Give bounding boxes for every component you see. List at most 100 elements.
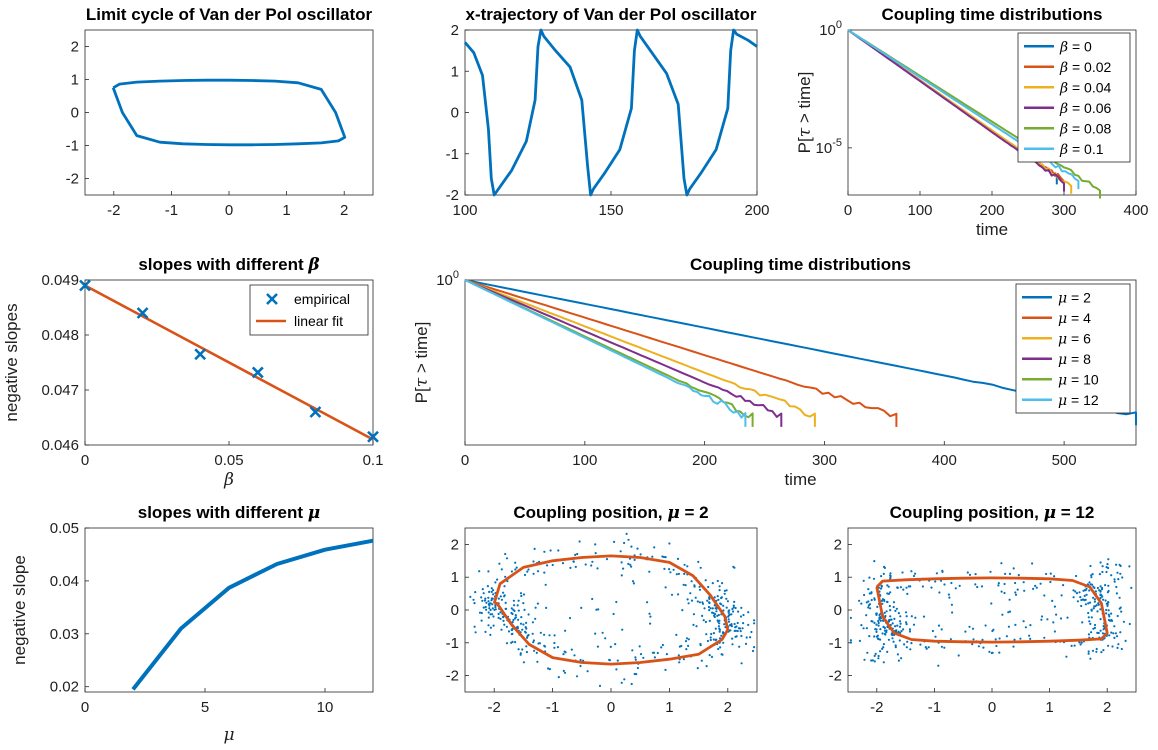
coupling-point	[612, 612, 615, 616]
coupling-point	[547, 667, 550, 670]
legend-entry: μ = 4	[1022, 310, 1091, 327]
coupling-point	[1093, 598, 1096, 601]
coupling-point	[879, 638, 882, 641]
coupling-point	[492, 593, 495, 596]
coupling-point	[664, 586, 667, 589]
coupling-point	[516, 604, 519, 607]
coupling-point	[490, 599, 493, 602]
coupling-point	[875, 635, 879, 638]
coupling-point	[519, 652, 522, 655]
coupling-point	[664, 556, 667, 559]
coupling-point	[716, 595, 719, 598]
coupling-point	[1083, 594, 1086, 598]
coupling-point	[971, 627, 975, 630]
coupling-point	[473, 625, 476, 628]
coupling-point	[499, 617, 502, 621]
chart-title: Coupling position, μ = 12	[890, 503, 1095, 523]
coupling-point	[717, 620, 720, 623]
legend-label: μ = 6	[1058, 330, 1091, 347]
coupling-point	[884, 633, 887, 636]
coupling-point	[595, 608, 598, 611]
coupling-point	[733, 629, 736, 633]
coupling-point	[576, 552, 579, 556]
legend-label: β = 0.06	[1059, 100, 1112, 117]
coupling-point	[879, 587, 883, 590]
coupling-point	[733, 600, 736, 604]
coupling-point	[546, 564, 549, 567]
coupling-point	[725, 597, 728, 600]
coupling-point	[875, 613, 878, 617]
y-tick-label: -1	[829, 635, 842, 652]
coupling-point	[712, 638, 715, 641]
coupling-point	[894, 646, 897, 649]
coupling-point	[648, 570, 651, 573]
chart-title: slopes with different β	[138, 255, 319, 275]
coupling-point	[947, 593, 951, 596]
coupling-point	[519, 653, 522, 656]
x-tick-label: 0	[81, 452, 89, 469]
coupling-point	[709, 638, 712, 642]
legend-marker	[266, 293, 278, 305]
coupling-point	[740, 634, 743, 638]
coupling-point	[1005, 635, 1009, 638]
y-tick-label: -2	[446, 668, 459, 685]
coupling-point	[1102, 649, 1105, 652]
coupling-point	[868, 592, 871, 595]
coupling-point	[561, 562, 565, 565]
legend-label: μ = 8	[1058, 351, 1091, 368]
chart-title: Limit cycle of Van der Pol oscillator	[86, 5, 373, 24]
coupling-point	[660, 646, 663, 649]
coupling-point	[683, 572, 686, 576]
coupling-point	[721, 631, 725, 634]
coupling-point	[1007, 625, 1011, 628]
coupling-point	[623, 541, 626, 545]
coupling-point	[1096, 586, 1099, 590]
coupling-point	[885, 610, 888, 613]
coupling-point	[730, 625, 734, 628]
coupling-point	[684, 584, 687, 587]
coupling-point	[958, 584, 961, 588]
coupling-point	[1081, 621, 1084, 624]
x-tick-label: 0	[225, 202, 233, 219]
coupling-point	[1130, 586, 1133, 590]
x-tick-label: -1	[928, 699, 941, 716]
x-tick-label: 0.1	[363, 452, 384, 469]
coupling-point	[753, 619, 756, 622]
coupling-point	[1102, 628, 1105, 631]
x-tick-label: 2	[340, 202, 348, 219]
coupling-point	[630, 545, 633, 548]
y-tick-label: -1	[446, 146, 459, 163]
coupling-point	[867, 604, 871, 607]
y-tick-label: 10-5	[816, 137, 842, 157]
coupling-point	[904, 611, 908, 614]
legend-entry: β = 0.02	[1024, 59, 1112, 76]
coupling-point	[888, 604, 891, 608]
y-tick-label: 1	[834, 569, 842, 586]
coupling-point	[877, 621, 880, 625]
coupling-point	[898, 639, 901, 642]
coupling-point	[619, 550, 622, 553]
coupling-point	[728, 613, 731, 616]
coupling-point	[729, 624, 732, 627]
legend-label: linear fit	[294, 313, 343, 329]
coupling-point	[1073, 644, 1076, 647]
coupling-point	[525, 645, 528, 648]
coupling-point	[720, 603, 723, 606]
legend-entry: β = 0.1	[1024, 141, 1104, 158]
coupling-point	[487, 600, 490, 603]
coupling-point	[873, 560, 876, 563]
coupling-point	[1128, 565, 1131, 568]
coupling-point	[694, 596, 697, 599]
coupling-point	[663, 567, 666, 571]
coupling-point	[1084, 603, 1087, 606]
coupling-point	[490, 597, 493, 600]
coupling-point	[543, 645, 547, 648]
coupling-point	[1094, 590, 1097, 593]
coupling-point	[1088, 620, 1091, 623]
coupling-point	[1088, 601, 1092, 604]
coupling-point	[532, 572, 535, 575]
coupling-point	[1053, 630, 1056, 633]
coupling-point	[527, 568, 530, 571]
coupling-point	[1095, 647, 1098, 651]
